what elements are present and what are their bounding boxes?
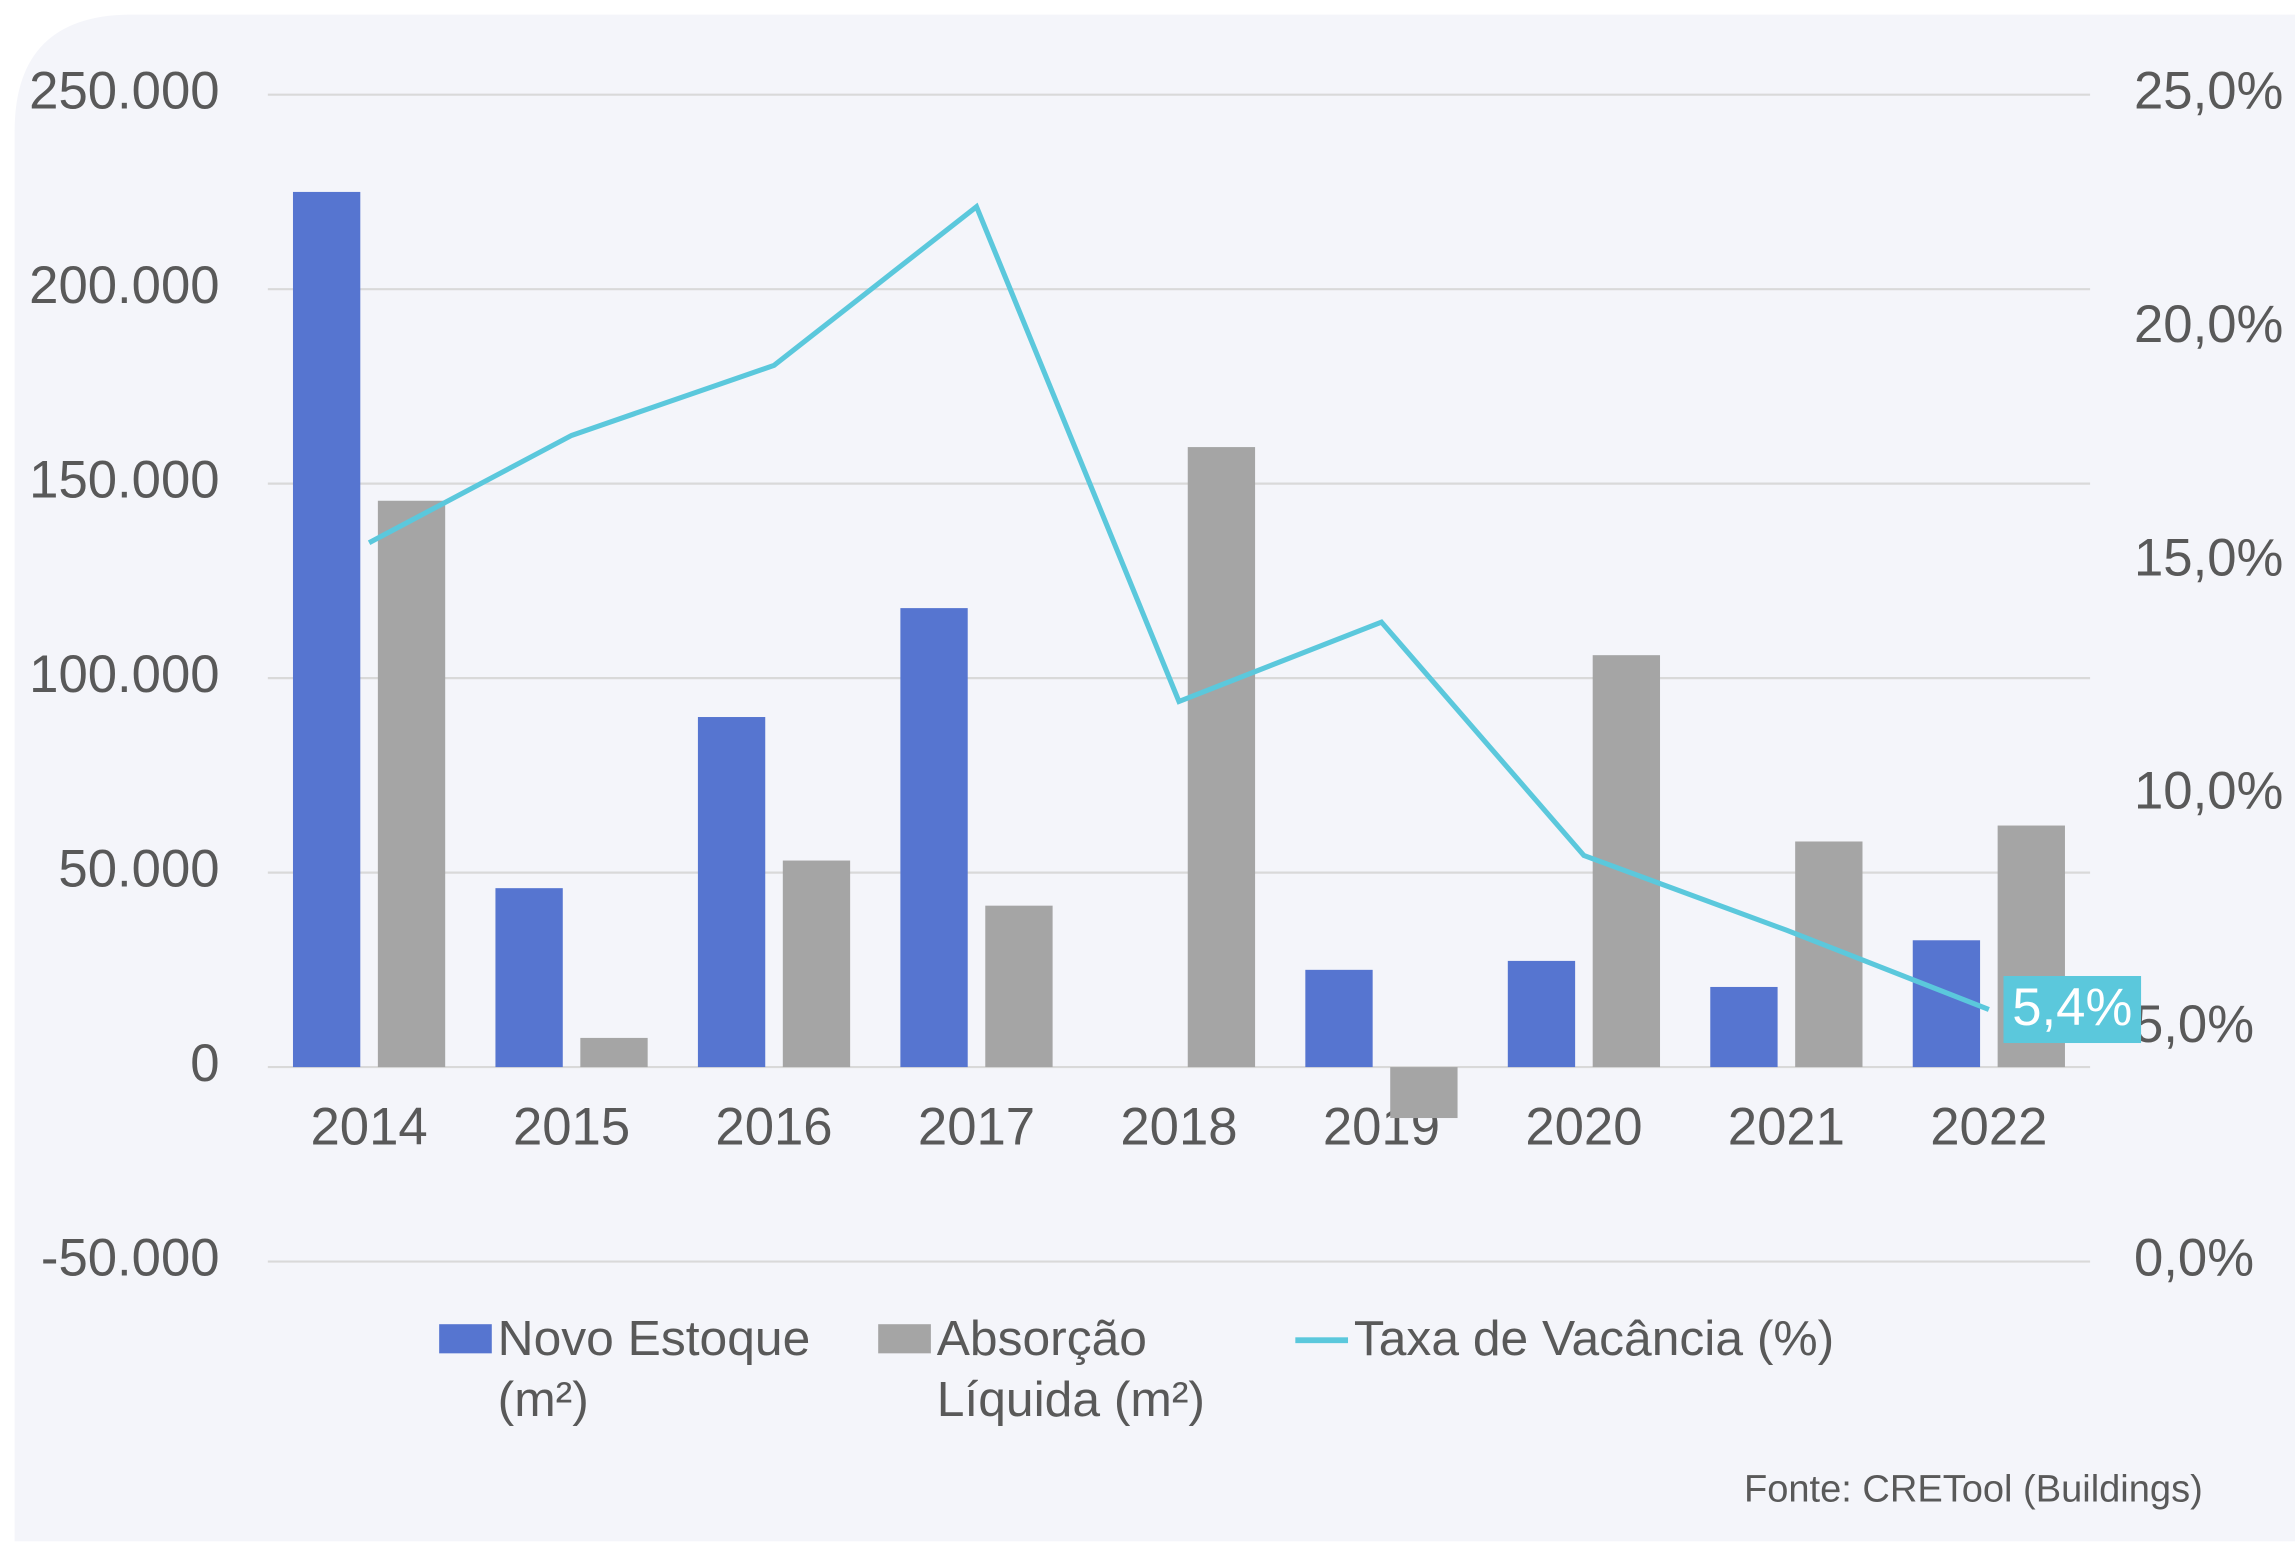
y2-tick-label: 25,0% (2134, 62, 2283, 121)
legend-swatch (439, 1324, 492, 1354)
x-tick-label: 2017 (918, 1097, 1035, 1156)
bar (985, 905, 1053, 1068)
legend-item: Absorção Líquida (m²) (878, 1308, 1273, 1430)
bar (1305, 969, 1373, 1068)
data-label-box (2003, 976, 2142, 1044)
x-tick-label: 2014 (310, 1097, 427, 1156)
y-tick-label: 100.000 (29, 645, 219, 704)
x-tick-label: 2015 (513, 1097, 630, 1156)
legend-swatch (878, 1324, 931, 1354)
y2-tick-label: 5,0% (2134, 995, 2254, 1054)
legend-swatch (1295, 1337, 1349, 1343)
bar (1710, 986, 1778, 1068)
data-label: 5,4% (2012, 978, 2132, 1037)
y-tick-label: 0 (190, 1034, 219, 1093)
legend-label: Novo Estoque (m²) (497, 1311, 811, 1428)
bar (1187, 447, 1256, 1068)
bar (900, 608, 968, 1068)
y-tick-label: -50.000 (41, 1229, 220, 1288)
y-tick-label: 200.000 (29, 256, 219, 315)
x-tick-label: 2021 (1728, 1097, 1845, 1156)
line-series (367, 202, 1990, 1012)
bar (1390, 1067, 1458, 1119)
bar (782, 860, 851, 1068)
bar (580, 1037, 648, 1068)
legend-label: Absorção Líquida (m²) (936, 1311, 1205, 1428)
y-tick-label: 250.000 (29, 62, 219, 121)
y2-tick-label: 20,0% (2134, 295, 2283, 354)
legend-item: Novo Estoque (m²) (439, 1308, 834, 1430)
y2-tick-label: 0,0% (2134, 1229, 2254, 1288)
y-tick-label: 150.000 (29, 451, 219, 510)
background (14, 14, 2295, 1542)
x-tick-label: 2016 (715, 1097, 832, 1156)
y2-tick-label: 15,0% (2134, 528, 2283, 587)
bar (697, 717, 766, 1068)
x-tick-label: 2018 (1120, 1097, 1237, 1156)
y-tick-label: 50.000 (58, 840, 219, 899)
legend-item: Taxa de Vacância (%) (1295, 1308, 1968, 1369)
x-tick-label: 2022 (1930, 1097, 2047, 1156)
legend: Novo Estoque (m²) Absorção Líquida (m²) Ta… (439, 1308, 1968, 1430)
source-note: Fonte: CRETool (Buildings) (1744, 1469, 2203, 1511)
y2-tick-label: 10,0% (2134, 762, 2283, 821)
bar (1507, 960, 1576, 1068)
x-tick-label: 2020 (1525, 1097, 1642, 1156)
bar (377, 500, 446, 1068)
bar (495, 888, 563, 1068)
bar (292, 191, 361, 1068)
legend-label: Taxa de Vacância (%) (1353, 1311, 1835, 1367)
